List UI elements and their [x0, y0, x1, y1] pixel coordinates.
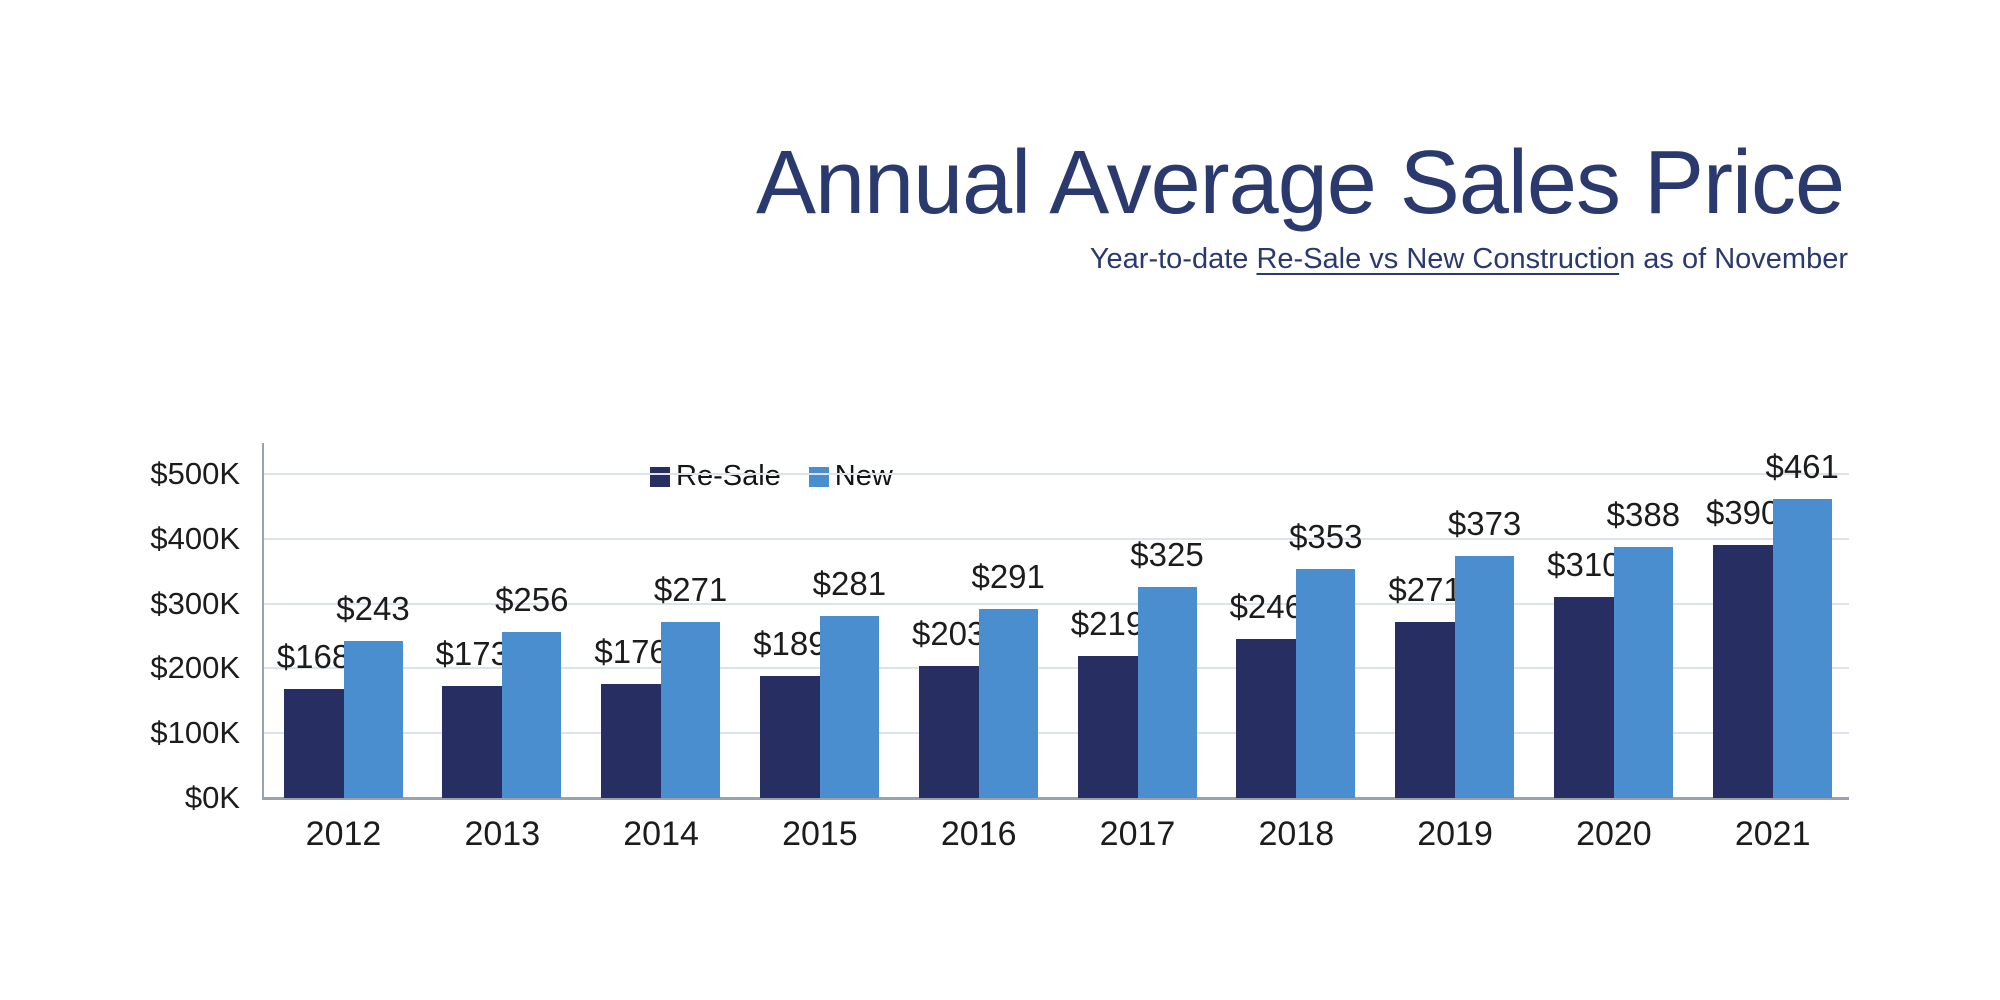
x-axis-label-2015: 2015: [782, 815, 858, 853]
bar-resale-2012: [283, 689, 344, 798]
y-tick-label-500k: $500K: [150, 456, 240, 491]
bar-resale-2020: [1553, 597, 1614, 798]
value-label-new-2021: $461: [1765, 448, 1839, 486]
value-label-new-2019: $373: [1447, 505, 1522, 543]
bar-resale-2021: [1712, 545, 1773, 798]
x-axis-label-2012: 2012: [305, 815, 382, 853]
bar-new-2019: [1455, 556, 1515, 798]
legend-swatch-resale: [650, 466, 670, 487]
bar-new-2016: [978, 609, 1038, 798]
bar-resale-2019: [1395, 622, 1456, 798]
value-label-resale-2015: $189: [753, 624, 827, 662]
value-label-resale-2013: $173: [435, 634, 509, 672]
value-label-resale-2018: $246: [1229, 587, 1303, 625]
x-axis-label-2014: 2014: [623, 815, 699, 853]
legend-label-resale: Re-Sale: [676, 460, 781, 492]
value-label-resale-2012: $168: [276, 638, 351, 676]
bar-new-2012: [343, 640, 403, 798]
value-label-new-2013: $256: [495, 581, 569, 619]
x-axis-line: [262, 797, 1849, 800]
value-label-resale-2016: $203: [911, 615, 986, 653]
x-axis-label-2019: 2019: [1417, 815, 1493, 853]
bar-new-2021: [1772, 499, 1832, 798]
value-label-resale-2019: $271: [1388, 571, 1462, 609]
bar-resale-2013: [442, 685, 503, 798]
value-label-new-2017: $325: [1130, 536, 1204, 574]
bar-resale-2018: [1236, 638, 1297, 798]
page-title: Annual Average Sales Price: [755, 133, 1845, 233]
value-label-resale-2020: $310: [1547, 546, 1621, 584]
bar-new-2013: [502, 632, 562, 798]
subtitle-suffix: n as of November: [1619, 243, 1848, 275]
value-label-new-2018: $353: [1289, 518, 1363, 556]
y-tick-label-200k: $200K: [150, 650, 240, 686]
bar-new-2018: [1296, 569, 1356, 798]
y-axis-line: [262, 443, 264, 800]
value-label-new-2015: $281: [812, 564, 887, 602]
bar-new-2015: [819, 615, 879, 798]
x-axis-label-2018: 2018: [1258, 815, 1335, 853]
gridline-300k: [263, 602, 1849, 605]
y-tick-label-400k: $400K: [150, 520, 240, 556]
value-label-new-2016: $291: [971, 558, 1045, 596]
legend-item-new: New: [808, 460, 893, 492]
bar-resale-2017: [1077, 656, 1138, 798]
bar-resale-2015: [759, 675, 820, 798]
value-label-resale-2021: $390: [1705, 494, 1780, 532]
legend-item-resale: Re-Sale: [650, 462, 781, 491]
value-label-resale-2014: $176: [594, 632, 668, 670]
gridline-100k: [263, 732, 1849, 735]
value-label-new-2012: $243: [336, 589, 410, 627]
page-subtitle: Year-to-date Re-Sale vs New Construction…: [1090, 243, 1848, 275]
chart-legend: Re-Sale New: [650, 462, 893, 491]
x-axis-label-2020: 2020: [1576, 815, 1652, 853]
y-tick-label-0k: $0K: [184, 780, 240, 815]
gridline-200k: [263, 667, 1849, 670]
bar-new-2014: [661, 622, 721, 798]
legend-swatch-new: [808, 466, 829, 487]
subtitle-prefix: Year-to-date: [1089, 243, 1257, 275]
x-axis-label-2016: 2016: [940, 815, 1017, 853]
bar-resale-2016: [918, 666, 979, 798]
gridline-500k: [263, 473, 1849, 475]
gridline-400k: [263, 537, 1849, 540]
bar-new-2020: [1613, 546, 1673, 798]
legend-label-new: New: [834, 460, 893, 492]
value-label-resale-2017: $219: [1070, 605, 1145, 643]
x-axis-label-2017: 2017: [1099, 815, 1176, 853]
x-axis-label-2013: 2013: [464, 815, 541, 853]
y-tick-label-100k: $100K: [150, 715, 240, 751]
x-axis-label-2021: 2021: [1734, 815, 1811, 853]
value-label-new-2014: $271: [653, 571, 728, 609]
bar-resale-2014: [601, 683, 662, 798]
y-tick-label-300k: $300K: [150, 585, 240, 621]
value-label-new-2020: $388: [1606, 495, 1681, 533]
subtitle-underlined-text: Re-Sale vs New Constructio: [1256, 243, 1620, 275]
bar-new-2017: [1137, 587, 1197, 798]
